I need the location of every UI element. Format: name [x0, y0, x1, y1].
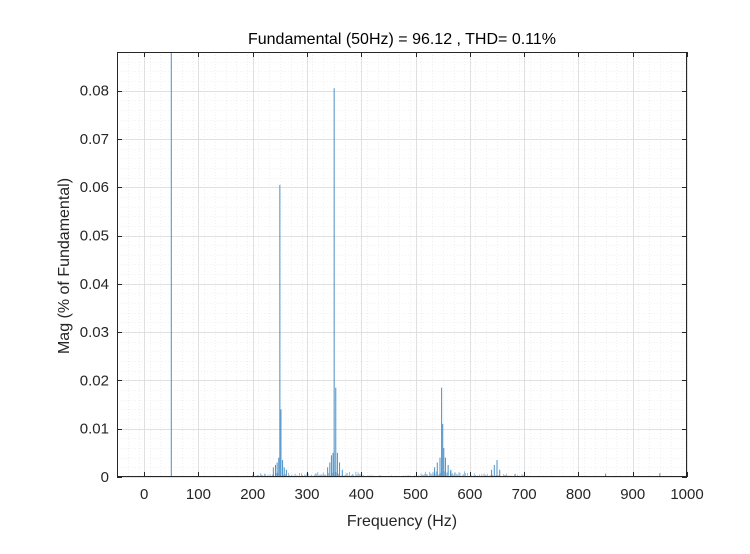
y-tick-label: 0.05 [80, 228, 109, 245]
y-tick-label: 0.03 [80, 324, 109, 341]
chart-title: Fundamental (50Hz) = 96.12 , THD= 0.11% [248, 31, 556, 48]
x-tick-label: 500 [403, 486, 428, 503]
y-tick-label: 0.04 [80, 276, 109, 293]
y-tick-label: 0.01 [80, 421, 109, 438]
x-tick-label: 900 [620, 486, 645, 503]
y-tick-label: 0.08 [80, 83, 109, 100]
x-tick-label: 800 [566, 486, 591, 503]
axes-box [117, 52, 687, 477]
x-tick-label: 100 [186, 486, 211, 503]
x-axis-title: Frequency (Hz) [347, 513, 457, 530]
y-tick-label: 0 [101, 469, 109, 486]
minor-grid [117, 52, 687, 478]
y-tick-labels: 0 0.01 0.02 0.03 0.04 0.05 0.06 0.07 0.08 [80, 83, 109, 486]
y-tick-label: 0.06 [80, 179, 109, 196]
x-tick-label: 600 [457, 486, 482, 503]
y-axis-title: Mag (% of Fundamental) [56, 178, 73, 354]
y-tick-label: 0.02 [80, 372, 109, 389]
tick-marks [117, 52, 688, 478]
x-tick-label: 700 [512, 486, 537, 503]
x-tick-label: 300 [294, 486, 319, 503]
y-tick-label: 0.07 [80, 131, 109, 148]
x-tick-labels: 0 100 200 300 400 500 600 700 800 900 1000 [140, 486, 704, 503]
major-grid [117, 52, 688, 478]
x-tick-label: 0 [140, 486, 148, 503]
x-tick-label: 400 [349, 486, 374, 503]
x-tick-label: 1000 [670, 486, 703, 503]
x-tick-label: 200 [240, 486, 265, 503]
